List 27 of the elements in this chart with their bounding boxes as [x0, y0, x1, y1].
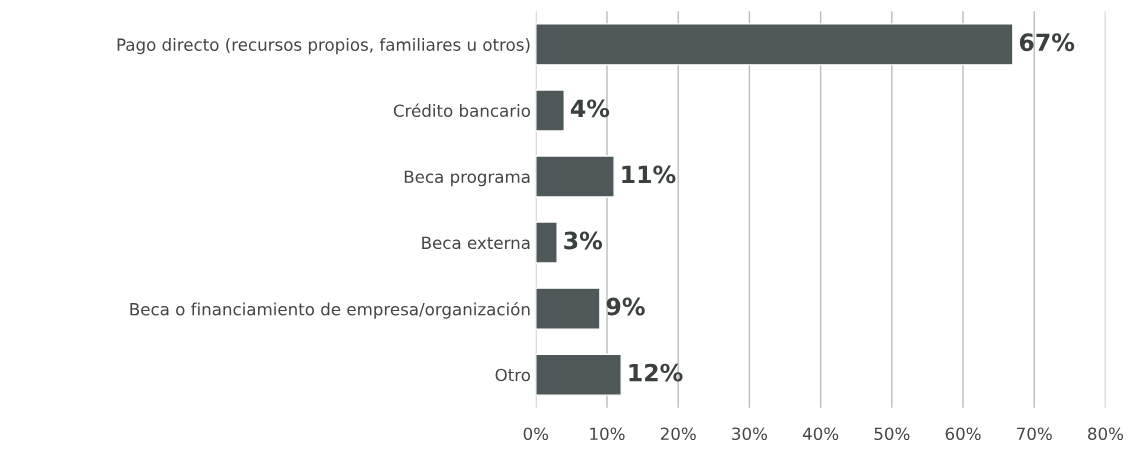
x-tick-label: 0%: [523, 427, 549, 441]
bar: [535, 89, 565, 132]
y-tick-label: Beca programa: [404, 170, 530, 187]
data-label: 4%: [570, 99, 610, 118]
y-tick-label: Otro: [495, 368, 531, 382]
data-label: 3%: [564, 231, 603, 250]
x-tick-label: 40%: [802, 427, 839, 441]
bar: [535, 155, 615, 198]
y-tick-label: Beca externa: [422, 236, 530, 250]
x-tick-label: 50%: [874, 427, 910, 441]
x-tick-label: 20%: [660, 427, 696, 441]
bar: [535, 287, 601, 330]
bar: [535, 23, 1014, 66]
x-tick-label: 70%: [1017, 427, 1052, 441]
x-tick-label: 10%: [590, 427, 625, 441]
data-label: 12%: [629, 363, 683, 382]
data-label: 67%: [1019, 33, 1075, 52]
x-tick-label: 60%: [945, 427, 981, 441]
x-tick-label: 30%: [732, 427, 768, 441]
data-label: 9%: [606, 297, 645, 316]
y-tick-label: Crédito bancario: [393, 103, 531, 117]
bar: [535, 221, 558, 264]
x-tick-label: 80%: [1088, 427, 1124, 441]
y-tick-label: Beca o financiamiento de empresa/organización: [130, 301, 530, 319]
data-label: 11%: [622, 165, 676, 184]
bar: [535, 353, 622, 396]
y-tick-label: Pago directo (recursos propios, familiares u otros): [117, 38, 530, 55]
